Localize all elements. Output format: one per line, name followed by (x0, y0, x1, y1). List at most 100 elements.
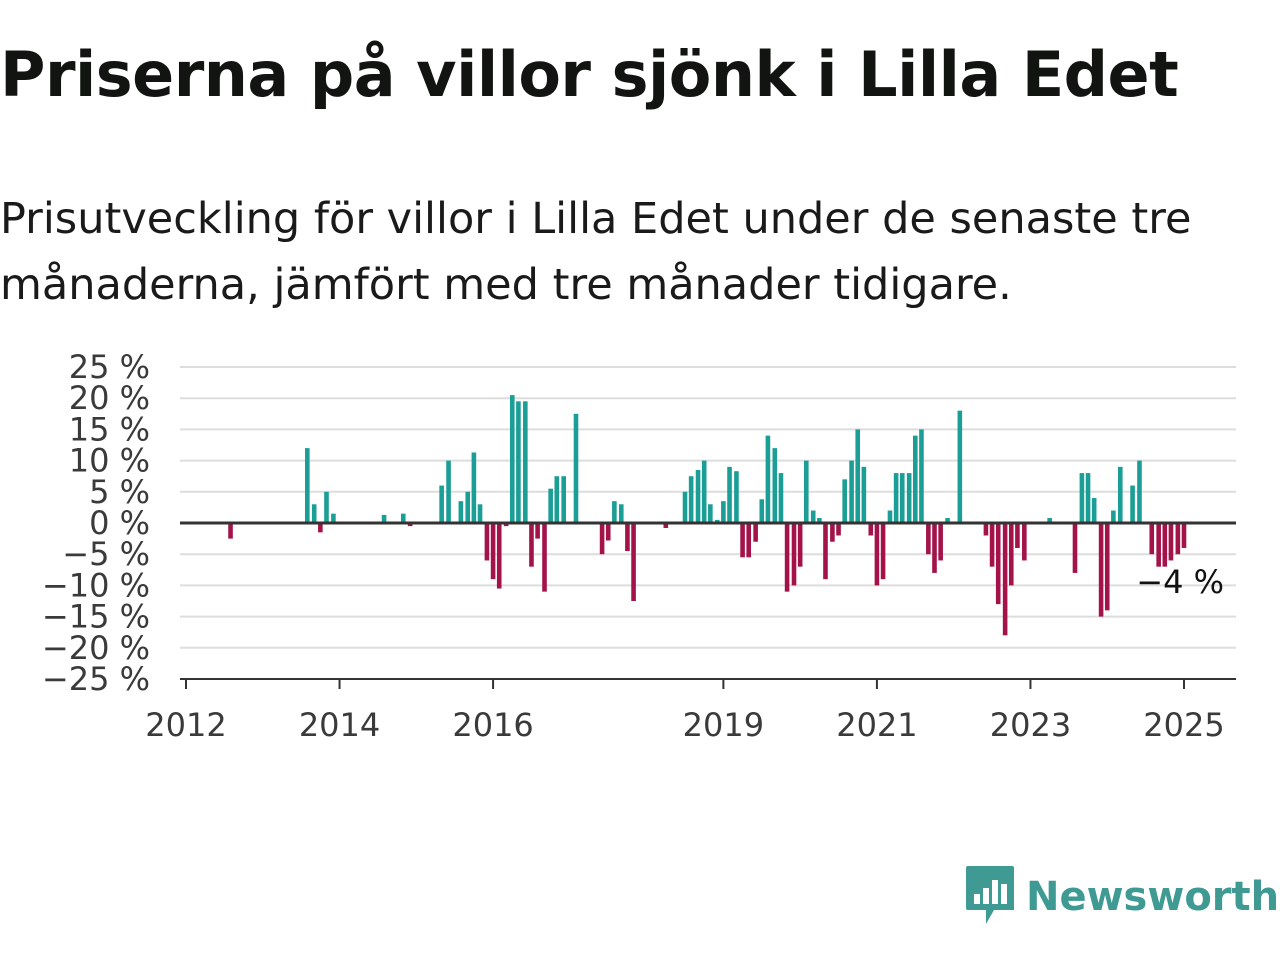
bar (228, 523, 233, 539)
bar (535, 523, 540, 539)
bar (995, 523, 1001, 605)
bar (1117, 466, 1123, 523)
x-tick-label: 2012 (145, 706, 226, 740)
y-tick-label: 15 % (69, 410, 150, 448)
bar (740, 523, 745, 558)
y-tick-label: 10 % (69, 442, 150, 480)
bar (631, 523, 636, 601)
x-axis: 2012 2014 2016 2019 2021 2023 2025 (145, 678, 1236, 740)
bar (618, 504, 624, 523)
x-tick-label: 2023 (990, 706, 1071, 740)
bar (803, 460, 809, 523)
y-tick-label: −5 % (62, 535, 150, 573)
bar (1022, 523, 1027, 561)
bar (1149, 523, 1155, 555)
bar (906, 473, 912, 523)
brand-name: Newsworthy (1026, 874, 1280, 920)
bar (503, 523, 509, 527)
bar (1098, 523, 1104, 617)
x-tick-label: 2014 (299, 706, 380, 740)
bar (932, 523, 937, 573)
bar (791, 523, 797, 586)
bar (561, 476, 567, 523)
bar (1137, 460, 1142, 523)
bar (1015, 523, 1020, 548)
bar (516, 401, 521, 523)
bar (945, 518, 950, 523)
y-tick-label: −25 % (42, 660, 150, 698)
x-tick-label: 2021 (836, 706, 917, 740)
bar (880, 523, 886, 580)
bar (400, 513, 406, 523)
bar (784, 523, 790, 592)
bar (855, 429, 861, 523)
bar (477, 504, 483, 523)
bar (887, 510, 893, 523)
bar (701, 460, 707, 523)
bar (1104, 523, 1110, 611)
bar (868, 523, 874, 536)
bar (490, 523, 496, 580)
bar (663, 523, 669, 528)
bar (458, 501, 464, 523)
chart-title: Priserna på villor sjönk i Lilla Edet (0, 38, 1179, 111)
bar (1175, 523, 1181, 555)
bar (407, 523, 413, 527)
bar (324, 491, 329, 523)
bar (1008, 523, 1014, 586)
bar (957, 410, 963, 523)
bar (708, 504, 713, 523)
x-tick-label: 2019 (683, 706, 764, 740)
bar (496, 523, 502, 589)
bar (1085, 473, 1091, 523)
bar (471, 452, 477, 523)
bar (1168, 523, 1174, 561)
y-axis: 25 %20 %15 %10 %5 %0 %−5 %−10 %−15 %−20 … (42, 348, 150, 698)
bar (759, 499, 765, 523)
x-tick-label: 2025 (1143, 706, 1224, 740)
bar (523, 401, 528, 523)
bar (688, 476, 694, 523)
bar (919, 429, 924, 523)
last-value-annotation: −4 % (1136, 563, 1224, 601)
bar (311, 504, 317, 523)
bar (554, 476, 560, 523)
bar (304, 448, 310, 523)
bar (849, 460, 854, 523)
bar (529, 523, 534, 567)
bar (682, 491, 688, 523)
bar (893, 473, 899, 523)
bar (1156, 523, 1161, 567)
bar (817, 518, 822, 523)
bar (874, 523, 880, 586)
bar (605, 523, 611, 541)
bar (810, 510, 816, 523)
bar (439, 485, 444, 523)
bar (830, 523, 835, 542)
bar (778, 473, 784, 523)
bar (1079, 473, 1085, 523)
bar (899, 473, 905, 523)
bar (1047, 518, 1052, 523)
bar (714, 519, 720, 523)
bar-chart: 2012 2014 2016 2019 2021 2023 2025 25 %20 %15 … (42, 348, 1236, 740)
bar (765, 435, 771, 523)
bar (913, 435, 918, 523)
bar (753, 523, 758, 542)
newsworthy-logo-icon (964, 864, 1016, 930)
bar (1181, 523, 1187, 548)
bar (861, 466, 867, 523)
brand-logo: Newsworthy (964, 864, 1280, 930)
y-tick-label: 5 % (89, 473, 150, 511)
bar (746, 523, 752, 558)
x-tick-label: 2016 (452, 706, 533, 740)
bar (446, 460, 451, 523)
bar (842, 479, 847, 523)
bar (721, 501, 726, 523)
bar (772, 448, 778, 523)
bar (926, 523, 931, 555)
bar (1002, 523, 1008, 636)
bar (573, 413, 579, 523)
bar (465, 491, 471, 523)
bar (625, 523, 630, 552)
